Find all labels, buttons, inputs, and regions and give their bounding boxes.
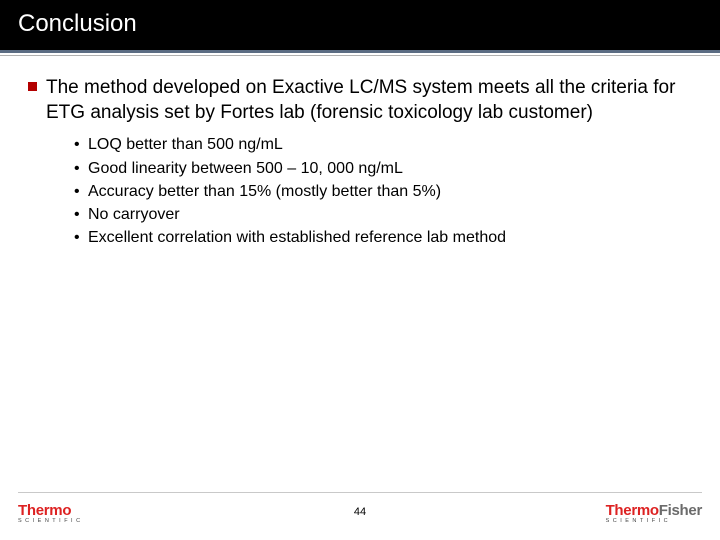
page-number: 44: [354, 506, 366, 518]
footer: Thermo SCIENTIFIC 44 ThermoFisher SCIENT…: [0, 492, 720, 540]
content-area: The method developed on Exactive LC/MS s…: [0, 56, 720, 540]
logo-thermofisher-main: ThermoFisher: [606, 502, 702, 519]
logo-thermo-sub: SCIENTIFIC: [18, 518, 84, 524]
logo-thermofisher: ThermoFisher SCIENTIFIC: [606, 502, 702, 524]
sub-bullet: LOQ better than 500 ng/mL: [74, 133, 692, 156]
main-bullet: The method developed on Exactive LC/MS s…: [28, 76, 692, 125]
logo-tf-gray: Fisher: [659, 502, 702, 519]
sub-bullet-list: LOQ better than 500 ng/mLGood linearity …: [28, 133, 692, 249]
slide-title: Conclusion: [0, 0, 720, 50]
sub-bullet: No carryover: [74, 203, 692, 226]
main-bullet-text: The method developed on Exactive LC/MS s…: [46, 77, 675, 123]
sub-bullet: Accuracy better than 15% (mostly better …: [74, 180, 692, 203]
bullet-square-icon: [28, 82, 37, 91]
logo-tf-red: Thermo: [606, 502, 659, 519]
sub-bullet: Excellent correlation with established r…: [74, 226, 692, 249]
logo-thermo: Thermo SCIENTIFIC: [18, 502, 84, 524]
footer-rule: [18, 492, 702, 493]
logo-thermo-main: Thermo: [18, 502, 84, 519]
sub-bullet: Good linearity between 500 – 10, 000 ng/…: [74, 157, 692, 180]
accent-rule: [0, 50, 720, 53]
